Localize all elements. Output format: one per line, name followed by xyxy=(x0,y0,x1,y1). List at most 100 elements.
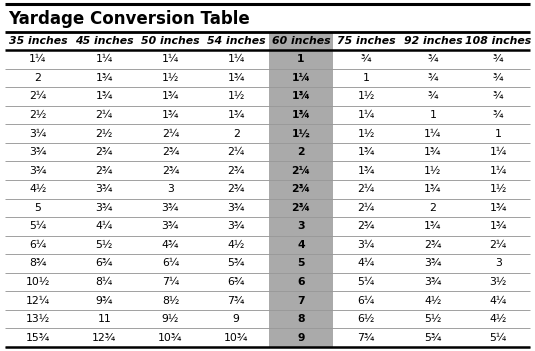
Text: 1¼: 1¼ xyxy=(29,54,47,64)
Bar xyxy=(269,124,333,143)
Bar xyxy=(269,329,333,347)
Bar xyxy=(269,254,333,273)
Text: ¾: ¾ xyxy=(427,54,438,64)
Text: ¾: ¾ xyxy=(427,73,438,83)
Text: 3¾: 3¾ xyxy=(29,166,47,176)
Text: 1: 1 xyxy=(363,73,370,83)
Text: 7¾: 7¾ xyxy=(227,296,245,306)
Text: 1¾: 1¾ xyxy=(227,73,245,83)
Text: 3½: 3½ xyxy=(490,277,507,287)
Text: 1: 1 xyxy=(430,110,437,120)
Text: 2¼: 2¼ xyxy=(227,147,245,157)
Text: 1¾: 1¾ xyxy=(292,91,310,101)
Bar xyxy=(269,87,333,106)
Text: Yardage Conversion Table: Yardage Conversion Table xyxy=(8,10,250,28)
Text: 4¼: 4¼ xyxy=(357,258,375,269)
Bar xyxy=(269,32,333,50)
Text: 1¾: 1¾ xyxy=(227,110,245,120)
Text: 2¼: 2¼ xyxy=(357,203,375,213)
Text: 3¾: 3¾ xyxy=(95,203,113,213)
Text: 1½: 1½ xyxy=(292,128,310,139)
Text: 1¾: 1¾ xyxy=(490,221,507,231)
Text: 1½: 1½ xyxy=(357,128,375,139)
Text: ¾: ¾ xyxy=(493,110,503,120)
Text: 108 inches: 108 inches xyxy=(465,36,531,46)
Text: 12¼: 12¼ xyxy=(26,296,50,306)
Text: 1¾: 1¾ xyxy=(357,147,375,157)
Text: 1¼: 1¼ xyxy=(227,54,245,64)
Text: ¾: ¾ xyxy=(493,54,503,64)
Text: 3¾: 3¾ xyxy=(424,258,442,269)
Text: 35 inches: 35 inches xyxy=(9,36,67,46)
Text: 54 inches: 54 inches xyxy=(207,36,265,46)
Text: 10½: 10½ xyxy=(26,277,50,287)
Text: 1: 1 xyxy=(495,128,502,139)
Text: 2: 2 xyxy=(297,147,305,157)
Bar xyxy=(269,106,333,124)
Text: 7¾: 7¾ xyxy=(357,333,375,343)
Bar xyxy=(269,310,333,329)
Text: 6¾: 6¾ xyxy=(95,258,113,269)
Bar xyxy=(269,291,333,310)
Bar xyxy=(269,161,333,180)
Text: 1¾: 1¾ xyxy=(95,73,113,83)
Text: 4¼: 4¼ xyxy=(490,296,507,306)
Text: 4¼: 4¼ xyxy=(95,221,113,231)
Text: 1¾: 1¾ xyxy=(424,221,442,231)
Text: 2¾: 2¾ xyxy=(424,240,442,250)
Text: 1½: 1½ xyxy=(490,184,507,194)
Text: 1¾: 1¾ xyxy=(424,184,442,194)
Text: 50 inches: 50 inches xyxy=(141,36,200,46)
Text: 2¾: 2¾ xyxy=(227,184,245,194)
Text: 1¾: 1¾ xyxy=(292,110,310,120)
Text: 1¾: 1¾ xyxy=(95,91,113,101)
Text: 6¾: 6¾ xyxy=(227,277,245,287)
Bar xyxy=(269,143,333,161)
Text: 8¾: 8¾ xyxy=(29,258,47,269)
Text: 10¾: 10¾ xyxy=(224,333,248,343)
Text: 2: 2 xyxy=(34,73,41,83)
Text: 4½: 4½ xyxy=(424,296,441,306)
Text: 9¾: 9¾ xyxy=(95,296,113,306)
Text: 3¾: 3¾ xyxy=(162,221,179,231)
Text: 2¼: 2¼ xyxy=(490,240,507,250)
Text: 2¾: 2¾ xyxy=(292,184,310,194)
Bar xyxy=(269,50,333,68)
Text: 6: 6 xyxy=(297,277,305,287)
Text: 92 inches: 92 inches xyxy=(403,36,462,46)
Text: ¾: ¾ xyxy=(427,91,438,101)
Text: 1¼: 1¼ xyxy=(162,54,179,64)
Text: 15¾: 15¾ xyxy=(26,333,50,343)
Text: 10¾: 10¾ xyxy=(158,333,183,343)
Text: 1¼: 1¼ xyxy=(95,54,113,64)
Text: 3: 3 xyxy=(167,184,174,194)
Text: 5¼: 5¼ xyxy=(490,333,507,343)
Text: 8¼: 8¼ xyxy=(95,277,113,287)
Text: 5¼: 5¼ xyxy=(29,221,47,231)
Text: 4½: 4½ xyxy=(490,314,507,324)
Text: 1¾: 1¾ xyxy=(424,147,442,157)
Text: 2¾: 2¾ xyxy=(357,221,375,231)
Text: 6¼: 6¼ xyxy=(162,258,179,269)
Bar xyxy=(269,273,333,291)
Text: 3¾: 3¾ xyxy=(227,221,245,231)
Text: 2¾: 2¾ xyxy=(162,147,179,157)
Text: 2¼: 2¼ xyxy=(29,91,47,101)
Text: 2¼: 2¼ xyxy=(292,166,310,176)
Text: 5: 5 xyxy=(297,258,304,269)
Text: 1¼: 1¼ xyxy=(292,73,310,83)
Text: 1½: 1½ xyxy=(424,166,441,176)
Text: 9: 9 xyxy=(297,333,304,343)
Text: 7: 7 xyxy=(297,296,305,306)
Text: 45 inches: 45 inches xyxy=(75,36,133,46)
Text: 4½: 4½ xyxy=(29,184,47,194)
Text: 1½: 1½ xyxy=(357,91,375,101)
Text: 6½: 6½ xyxy=(357,314,375,324)
Text: 5¾: 5¾ xyxy=(227,258,245,269)
Text: 4½: 4½ xyxy=(227,240,245,250)
Text: 2¼: 2¼ xyxy=(162,128,179,139)
Text: 75 inches: 75 inches xyxy=(337,36,395,46)
Text: 3¼: 3¼ xyxy=(29,128,47,139)
Bar xyxy=(269,236,333,254)
Text: 1¼: 1¼ xyxy=(357,110,375,120)
